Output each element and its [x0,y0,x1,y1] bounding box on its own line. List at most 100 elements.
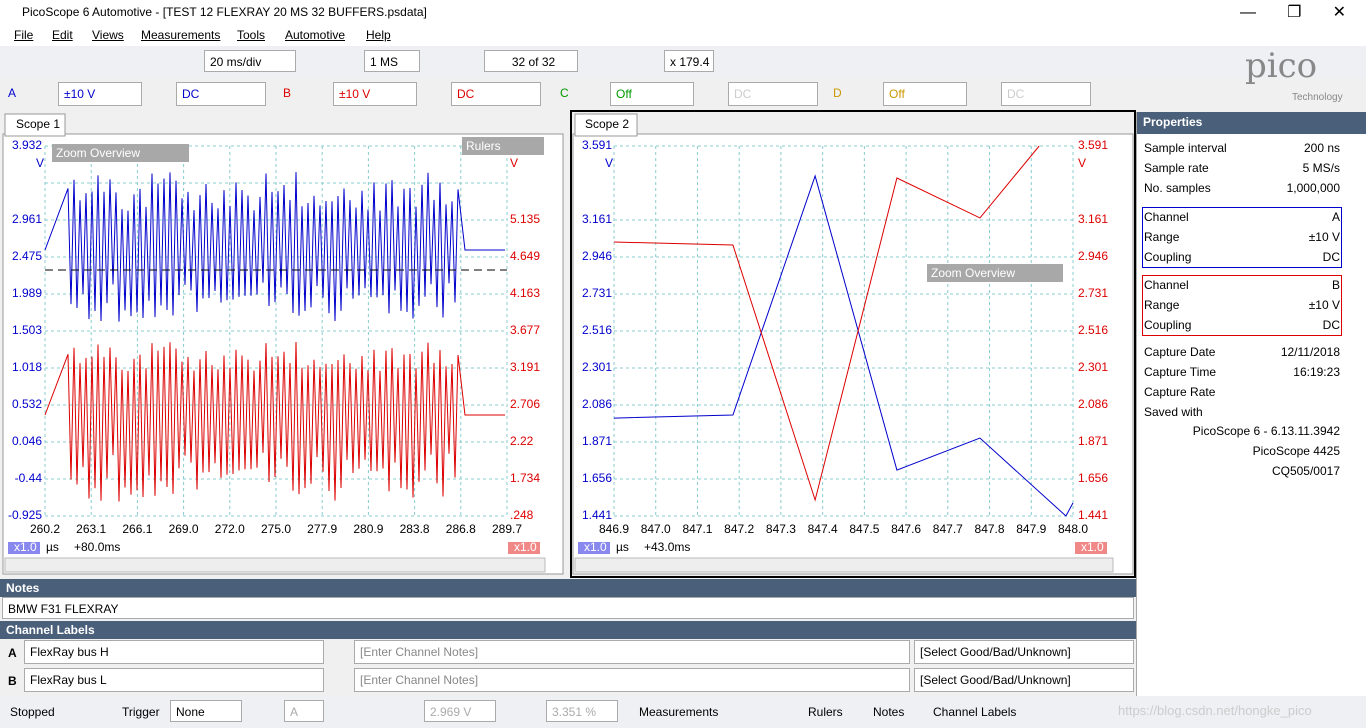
zoom-factor[interactable]: x 179.4 I [664,50,714,72]
x-tick-label: 263.1 [76,522,106,536]
channel-range-select[interactable]: ±10 V [58,82,142,106]
x-tick-label: 260.2 [30,522,60,536]
y2-tick-label: 1.441 [1078,508,1108,522]
channel-letter: A [8,646,17,660]
x-tick-label: 272.0 [215,522,245,536]
x-tick-label: 286.8 [446,522,476,536]
zoom-tag [8,542,40,554]
y2-tick-label: 3.161 [1078,212,1108,226]
series-line [613,145,1040,502]
zoom-tag-label: x1.0 [1081,540,1104,554]
window-title: PicoScope 6 Automotive - [TEST 12 FLEXRA… [22,5,427,19]
zoom-tag-label: x1.0 [514,540,537,554]
status-select[interactable]: A [284,700,324,722]
property-value: 12/11/2018 [1280,345,1340,359]
y-tick-label: 1.871 [582,434,612,448]
menu-item: Help [366,28,391,42]
notes-title: Notes [0,579,1136,597]
menu-item: Views [92,28,124,42]
y-tick-label: 2.731 [582,286,612,300]
y-tick-label: 1.441 [582,508,612,522]
x-tick-label: 846.9 [599,522,629,536]
y2-tick-label: .248 [510,508,534,522]
property-value: PicoScope 4425 [1252,444,1340,458]
status-select[interactable]: [Select Good/Bad/Unknown] [914,640,1134,664]
samples-select[interactable]: 1 MS [364,50,420,72]
channel-coupling-select[interactable]: DC [1001,82,1091,106]
channel-range-select[interactable]: ±10 V [333,82,417,106]
status-label: Channel Labels [933,705,1017,719]
y-tick-label: 1.989 [12,286,42,300]
y-tick-label: 0.046 [12,434,42,448]
scope1-view: Scope 1 3.932 2.961 2.475 1.989 1.503 1.018 0.5… [2,113,564,575]
status-select[interactable]: 2.969 V [424,700,496,722]
zoom-overview: Zoom Overview [931,266,1015,280]
x-offset: +80.0ms [74,540,120,554]
zoom-tag [1075,542,1107,554]
x-tick-label: 847.5 [849,522,879,536]
waveform [44,342,505,502]
channel-name: B [283,86,292,100]
channel-b-box [1142,275,1342,336]
properties-title: Properties [1137,112,1366,134]
notes-input[interactable]: [Enter Channel Notes] [354,640,910,664]
channel-coupling-select[interactable]: DC [451,82,541,106]
y-unit: V [36,156,44,170]
y2-tick-label: 3.191 [510,360,540,374]
tab [4,113,66,137]
watermark: https://blog.csdn.net/hongke_pico [1118,703,1312,718]
y2-tick-label: 4.163 [510,286,540,300]
property-value: B [1331,278,1340,292]
x-tick-label: 847.7 [933,522,963,536]
channel-range-select[interactable]: Off [610,82,694,106]
menu-item: Automotive [285,28,346,42]
y2-tick-label: 2.086 [1078,397,1108,411]
tab [574,113,638,137]
y2-tick-label: 2.706 [510,397,540,411]
scope-frame [2,133,564,575]
x-tick-label: 847.1 [682,522,712,536]
property-value: 5 MS/s [1302,161,1340,175]
property-label: Range [1144,230,1180,244]
y2-tick-label: 3.677 [510,323,540,337]
channel-name: C [560,86,569,100]
scrollbar [4,557,546,573]
y-tick-label: 3.161 [582,212,612,226]
channel-a-box [1142,207,1342,268]
property-value: DC [1322,318,1340,332]
status-select[interactable]: None [170,700,242,722]
y2-tick-label: 3.591 [1078,138,1108,152]
timebase-select[interactable]: 20 ms/div [204,50,296,72]
channel-labels-title: Channel Labels [0,621,1136,639]
label-select[interactable]: FlexRay bus L [24,668,324,692]
notes-input[interactable]: [Enter Channel Notes] [354,668,910,692]
window-controls[interactable]: — ❐ ✕ [1240,4,1346,21]
property-value: PicoScope 6 - 6.13.11.3942 [1192,424,1340,438]
zoom-tag-label: x1.0 [584,540,607,554]
menu-bar [0,24,1366,46]
buffer-counter[interactable]: 32 of 32 [484,50,578,72]
scope-tab: Scope 1 [16,117,60,131]
property-label: Capture Rate [1144,385,1216,399]
x-tick-label: 847.9 [1016,522,1046,536]
label-select[interactable]: FlexRay bus H [24,640,324,664]
property-label: Sample rate [1144,161,1209,175]
property-label: Coupling [1144,250,1192,264]
overlay [52,144,189,162]
status-select[interactable]: 3.351 % [546,700,618,722]
notes-text[interactable]: BMW F31 FLEXRAY [2,597,1134,619]
channel-coupling-select[interactable]: DC [728,82,818,106]
property-value: A [1331,210,1340,224]
property-label: Range [1144,298,1180,312]
scope-frame [570,110,1136,578]
y-tick-label: 2.475 [12,249,42,263]
status-label: Measurements [639,705,719,719]
channel-coupling-select[interactable]: DC [176,82,266,106]
y-tick-label: 2.301 [582,360,612,374]
y2-tick-label: 1.734 [510,471,540,485]
status-select[interactable]: [Select Good/Bad/Unknown] [914,668,1134,692]
y-tick-label: 2.946 [582,249,612,263]
property-label: Capture Date [1144,345,1216,359]
x-unit: µs [46,540,59,554]
channel-range-select[interactable]: Off [883,82,967,106]
